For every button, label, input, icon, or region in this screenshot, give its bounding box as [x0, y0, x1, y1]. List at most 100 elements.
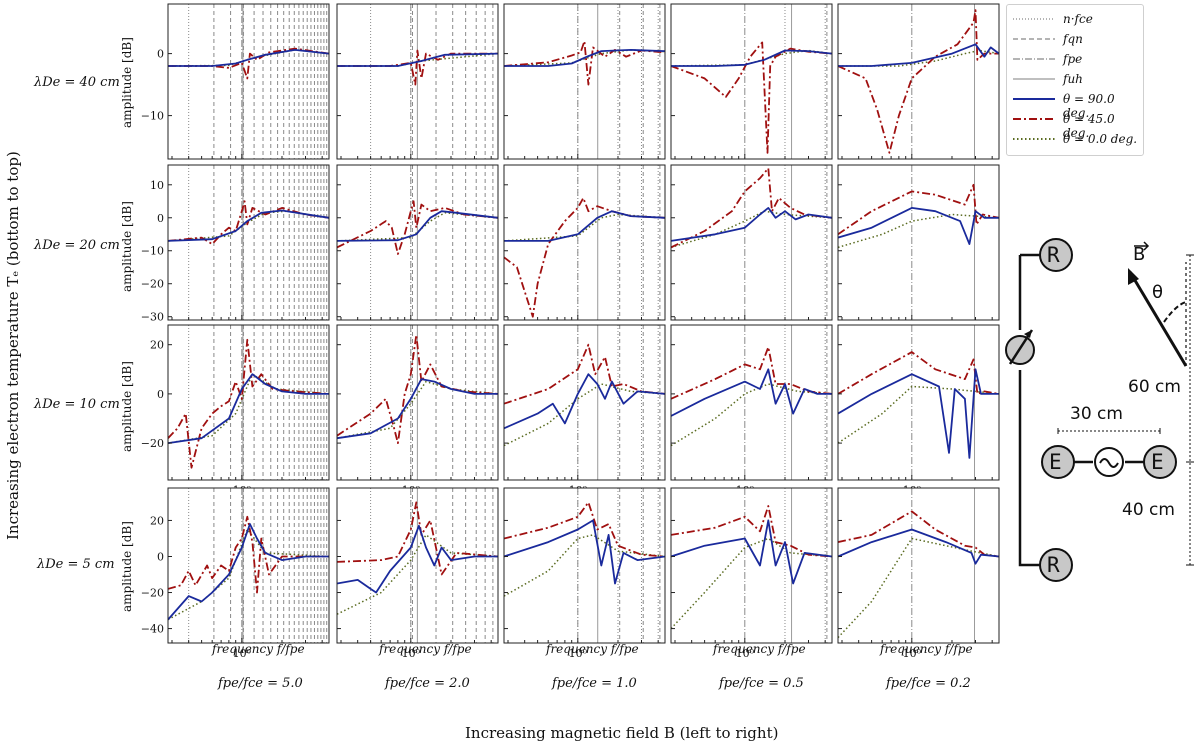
x-tick-label: 10⁰ [233, 647, 252, 660]
series-theta45 [671, 41, 832, 154]
panel-background [671, 4, 832, 159]
panel-frame [336, 164, 499, 321]
panel-r1-c5: 10⁰ [837, 3, 1000, 176]
panel-frame [837, 164, 1000, 321]
panel-frame [670, 164, 833, 321]
reference-lines [911, 488, 976, 643]
series-theta90 [337, 378, 498, 440]
receiver-node-bottom [1039, 548, 1073, 582]
series-theta45 [337, 333, 498, 444]
y-overall-label: Increasing electron temperature Tₑ (bott… [4, 151, 22, 540]
panel-xlabel-1: frequency f/fpe [212, 642, 305, 656]
meter-arrowhead [1024, 330, 1032, 338]
series-theta90 [168, 209, 329, 242]
series-theta90 [838, 528, 999, 565]
panel-frame [336, 324, 499, 481]
reference-lines [188, 488, 328, 643]
panel-xlabel-3: frequency f/fpe [546, 642, 639, 656]
receiver-node-top [1039, 238, 1073, 272]
panel-frame [167, 324, 330, 481]
panel-frame [336, 3, 499, 160]
legend-entry-fuh: fuh [1013, 72, 1083, 86]
panel-r1-c2: 10⁰ [336, 3, 499, 176]
panel-background [168, 4, 329, 159]
panel-frame [670, 324, 833, 481]
theta-arc [1163, 301, 1187, 323]
series-theta45 [504, 501, 665, 558]
series-theta45 [671, 505, 832, 558]
panel-background [168, 165, 329, 320]
panel-background [504, 165, 665, 320]
x-tick-label: 10⁰ [402, 647, 421, 660]
series-theta45 [168, 200, 329, 245]
legend-entry-theta0: θ = 0.0 deg. [1013, 132, 1138, 146]
panel-frame [837, 3, 1000, 160]
panel-r1-c1: 10⁰0−10 [141, 3, 330, 176]
row-label-4: λDe = 5 cm [37, 557, 115, 572]
y-tick-label: −20 [141, 437, 164, 450]
series-theta90 [168, 49, 329, 67]
legend-entry-fqn: fqn [1013, 32, 1083, 46]
row-label-3: λDe = 10 cm [34, 397, 120, 412]
panel-background [671, 488, 832, 643]
series-theta90 [838, 368, 999, 459]
series-theta45 [838, 183, 999, 236]
y-tick-label: −20 [141, 587, 164, 600]
panel-background [838, 165, 999, 320]
y-tick-label: 0 [157, 48, 164, 61]
panel-r1-c3: 10⁰ [503, 3, 666, 176]
panel-r2-c5: 10⁰ [837, 164, 1000, 337]
series-theta45 [671, 167, 832, 249]
panel-grid: 10⁰0−1010⁰10⁰10⁰10⁰10⁰100−10−20−3010⁰10⁰… [141, 3, 1000, 660]
series-theta90 [337, 52, 498, 67]
y-tick-label: −20 [141, 278, 164, 291]
distance-60-label: 60 cm [1128, 377, 1181, 397]
reference-lines [188, 4, 328, 159]
y-tick-label: 0 [157, 212, 164, 225]
panel-frame [670, 3, 833, 160]
series-theta90 [168, 523, 329, 621]
panel-background [168, 488, 329, 643]
x-tick-label: 10⁰ [736, 647, 755, 660]
panel-frame [503, 164, 666, 321]
series-theta45 [838, 510, 999, 558]
series-theta45 [838, 9, 999, 154]
series-theta0 [337, 380, 498, 439]
panel-r4-c4: 10⁰ [670, 487, 833, 660]
reference-lines [577, 4, 661, 159]
panel-background [168, 325, 329, 480]
y-tick-label: −10 [141, 110, 164, 123]
panel-ylabel-3: amplitude [dB] [120, 361, 134, 452]
panel-background [671, 325, 832, 480]
y-tick-label: 0 [157, 550, 164, 563]
legend-entry-nfce: n·fce [1013, 12, 1093, 26]
series-theta90 [504, 49, 665, 67]
x-overall-label: Increasing magnetic field B (left to rig… [465, 724, 779, 742]
emitter-label-right: E [1151, 450, 1164, 474]
reference-lines [577, 165, 661, 320]
legend: n·fce fqn fpe fuh θ = 90.0 deg. θ = 45.0… [1006, 4, 1144, 156]
panel-frame [837, 324, 1000, 481]
ac-wave [1099, 458, 1119, 468]
y-tick-label: 10 [150, 179, 164, 192]
series-theta0 [504, 534, 665, 597]
series-theta45 [838, 351, 999, 395]
distance-30-label: 30 cm [1070, 404, 1123, 424]
panel-r4-c2: 10⁰ [336, 487, 499, 660]
col-label-2: fpe/fce = 2.0 [385, 676, 470, 691]
legend-entry-theta90: θ = 90.0 deg. [1013, 92, 1115, 120]
antenna-wire [1018, 253, 1040, 567]
reference-lines [188, 325, 328, 480]
series-theta90 [838, 207, 999, 245]
series-theta90 [838, 43, 999, 67]
panel-r4-c5: 10⁰ [837, 487, 1000, 660]
panel-background [504, 488, 665, 643]
panel-background [504, 325, 665, 480]
series-theta45 [337, 49, 498, 86]
panel-frame [503, 3, 666, 160]
panel-r4-c1: 10⁰ 20 0 −20 −40 [141, 487, 330, 660]
receiver-label-bottom: R [1047, 553, 1060, 577]
panel-r2-c2: 10⁰ [336, 164, 499, 337]
panel-background [838, 4, 999, 159]
